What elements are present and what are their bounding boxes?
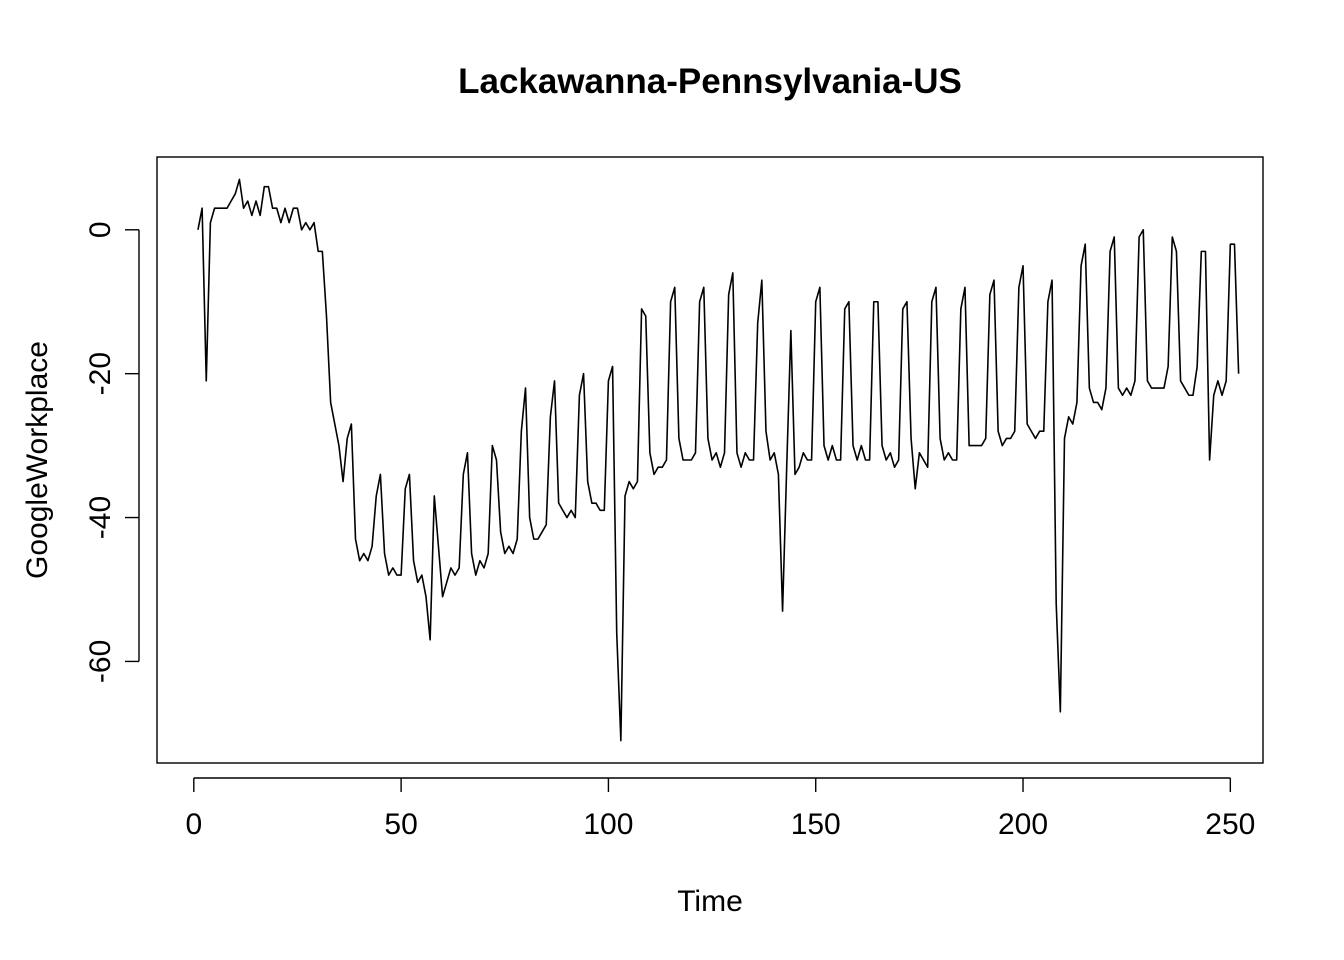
x-axis: 0 50 100 150 200 250: [185, 777, 1255, 841]
plot-frame: [156, 156, 1264, 764]
series-line: [197, 178, 1240, 742]
x-tick-label: 250: [1205, 808, 1255, 841]
y-tick-label: -20: [84, 352, 117, 395]
x-tick-label: 100: [583, 808, 633, 841]
x-axis-label: Time: [677, 885, 743, 918]
y-tick-label: 0: [84, 221, 117, 238]
y-axis: 0 -20 -40 -60: [84, 221, 140, 683]
y-tick-label: -60: [84, 640, 117, 683]
y-tick-label: -40: [84, 496, 117, 539]
y-axis-label: GoogleWorkplace: [21, 341, 54, 579]
x-tick-label: 0: [185, 808, 202, 841]
x-tick-label: 50: [384, 808, 417, 841]
chart-title: Lackawanna-Pennsylvania-US: [458, 62, 962, 101]
x-tick-label: 150: [791, 808, 841, 841]
x-tick-label: 200: [998, 808, 1048, 841]
